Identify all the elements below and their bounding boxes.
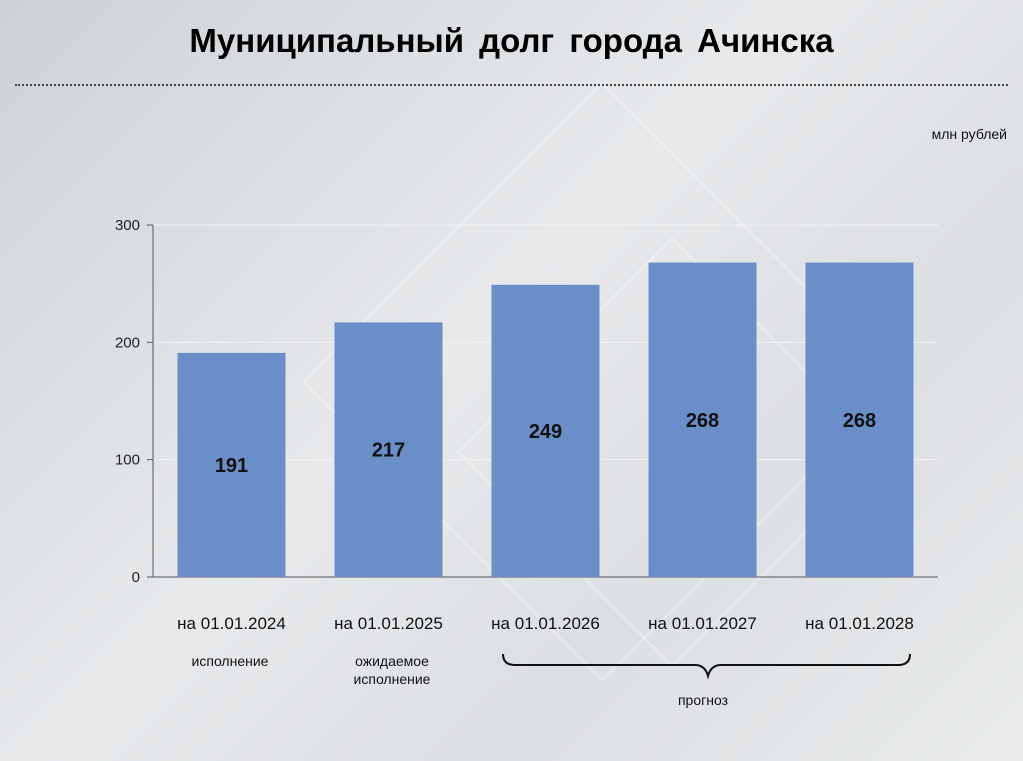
x-tick-label: на 01.01.2025 <box>334 614 443 633</box>
note-forecast: прогноз <box>677 692 729 708</box>
title-divider <box>15 84 1008 86</box>
forecast-brace <box>502 653 911 680</box>
data-label: 217 <box>372 440 405 462</box>
data-label: 268 <box>686 410 719 432</box>
bar <box>648 262 757 577</box>
y-tick-label: 100 <box>115 452 140 469</box>
data-label: 249 <box>529 421 562 443</box>
bar <box>491 284 600 577</box>
x-tick-label: на 01.01.2024 <box>177 614 286 633</box>
x-tick-label: на 01.01.2027 <box>648 614 757 633</box>
x-tick-label: на 01.01.2026 <box>491 614 600 633</box>
y-tick-label: 200 <box>115 334 140 351</box>
bar <box>805 262 914 577</box>
note-expected: ожидаемое исполнение <box>353 653 431 687</box>
note-actual: исполнение <box>191 653 269 669</box>
data-label: 268 <box>843 410 876 432</box>
bar <box>177 352 286 577</box>
y-tick-label: 300 <box>115 217 140 234</box>
data-label: 191 <box>215 455 248 477</box>
x-tick-label: на 01.01.2028 <box>805 614 914 633</box>
unit-label: млн рублей <box>931 126 1007 142</box>
bar <box>334 322 443 577</box>
page-title: Муниципальный долг города Ачинска <box>189 22 834 59</box>
y-tick-label: 0 <box>132 569 140 586</box>
